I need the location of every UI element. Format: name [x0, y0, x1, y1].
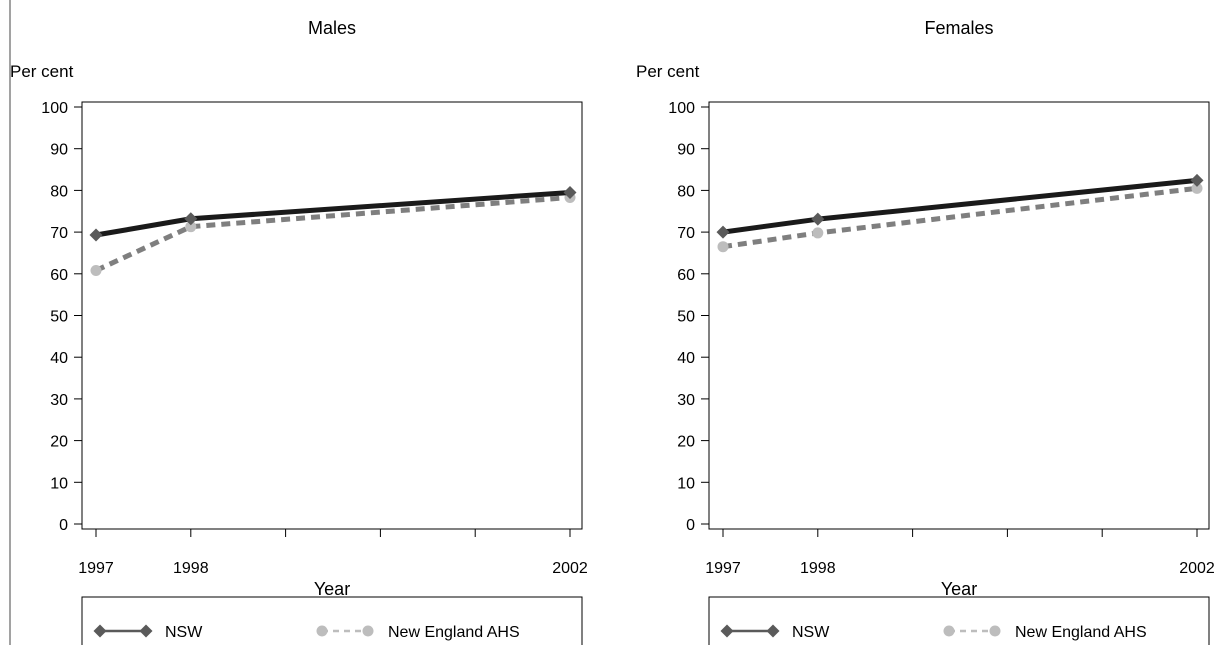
- data-point: [717, 241, 729, 253]
- y-tick-label: 60: [677, 267, 695, 284]
- legend-marker: [943, 625, 955, 637]
- plot-frame: [81, 101, 583, 530]
- legend-label: NSW: [165, 624, 203, 641]
- y-tick-label: 80: [677, 183, 695, 200]
- y-tick-label: 70: [50, 225, 68, 242]
- data-point: [563, 185, 577, 199]
- y-tick-label: 80: [50, 183, 68, 200]
- y-tick-label: 50: [677, 309, 695, 326]
- y-tick-label: 10: [50, 475, 68, 492]
- legend-marker: [362, 625, 374, 637]
- y-tick-label: 30: [677, 392, 695, 409]
- legend-frame: [708, 596, 1210, 645]
- series-nsw: [716, 173, 1204, 239]
- data-point: [716, 225, 730, 239]
- series-new-england-ahs: [90, 191, 576, 276]
- y-tick-label: 20: [50, 434, 68, 451]
- data-point: [1190, 173, 1204, 187]
- y-tick-label: 100: [668, 100, 695, 117]
- y-tick-label: 60: [50, 267, 68, 284]
- y-tick-label: 30: [50, 392, 68, 409]
- y-tick-label: 0: [59, 517, 68, 534]
- chart-panel-1: Females Per cent 0 10 20 30 40 50 60 70 80 90 100 199…: [636, 18, 1215, 645]
- y-tick-label: 90: [677, 142, 695, 159]
- legend-entry: New England AHS: [943, 624, 1147, 641]
- legend-entry: NSW: [93, 624, 203, 641]
- series-line: [94, 194, 571, 273]
- chart-title: Males: [308, 18, 356, 38]
- legend-marker: [139, 624, 153, 638]
- x-tick-label: 1998: [800, 560, 836, 577]
- data-point: [184, 212, 198, 226]
- x-tick-label: 1998: [173, 560, 209, 577]
- x-axis-label: Year: [941, 579, 977, 599]
- series-new-england-ahs: [717, 182, 1203, 253]
- data-point: [90, 264, 102, 276]
- y-tick-label: 0: [686, 517, 695, 534]
- data-point: [1191, 182, 1203, 194]
- legend-marker: [766, 624, 780, 638]
- x-tick-label: 2002: [552, 560, 588, 577]
- legend-entry: NSW: [720, 624, 830, 641]
- y-tick-label: 10: [677, 475, 695, 492]
- x-tick-label: 1997: [78, 560, 114, 577]
- legend: NSW New England AHS: [81, 596, 583, 645]
- y-axis-label: Per cent: [10, 62, 74, 81]
- y-tick-label: 90: [50, 142, 68, 159]
- series-line: [722, 185, 1198, 250]
- legend-label: New England AHS: [388, 624, 520, 641]
- legend-label: NSW: [792, 624, 830, 641]
- y-tick-label: 40: [50, 350, 68, 367]
- legend-label: New England AHS: [1015, 624, 1147, 641]
- chart-title: Females: [924, 18, 993, 38]
- chart-panel-0: Males Per cent 0 10 20 30 40 50 60 70 80 90 100 1997 1…: [10, 18, 588, 645]
- series-line: [722, 177, 1198, 235]
- y-tick-label: 20: [677, 434, 695, 451]
- legend-marker: [989, 625, 1001, 637]
- legend-entry: New England AHS: [316, 624, 520, 641]
- x-axis-label: Year: [314, 579, 350, 599]
- legend-marker: [316, 625, 328, 637]
- y-tick-label: 70: [677, 225, 695, 242]
- x-tick-label: 1997: [705, 560, 741, 577]
- data-point: [812, 227, 824, 239]
- legend: NSW New England AHS: [708, 596, 1210, 645]
- data-point: [89, 228, 103, 242]
- y-tick-label: 40: [677, 350, 695, 367]
- data-point: [185, 221, 197, 233]
- y-tick-label: 50: [50, 309, 68, 326]
- y-tick-label: 100: [41, 100, 68, 117]
- legend-marker: [720, 624, 734, 638]
- x-tick-label: 2002: [1179, 560, 1215, 577]
- legend-marker: [93, 624, 107, 638]
- y-axis-label: Per cent: [636, 62, 700, 81]
- plot-frame: [708, 101, 1210, 530]
- legend-frame: [81, 596, 583, 645]
- data-point: [811, 212, 825, 226]
- series-nsw: [89, 185, 577, 242]
